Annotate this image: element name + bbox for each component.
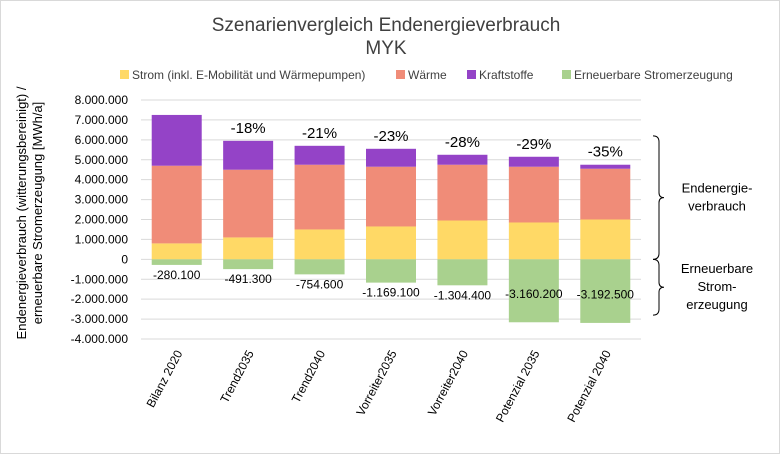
bar-segment [437,164,488,221]
bar-segment [294,229,345,260]
bar-segment [366,166,416,227]
legend-swatch [467,70,476,79]
bar-segment [223,237,274,260]
x-tick-label: Trend2035 [217,348,257,406]
negative-value-label: -491.300 [224,272,272,286]
bar-segment [151,165,202,244]
y-tick-label: 6.000.000 [75,133,129,147]
bar-segment-negative [151,259,202,265]
y-axis-label-line-1: Endenergieverbrauch (witterungsbereinigt… [14,86,29,339]
y-tick-label: 4.000.000 [75,173,129,187]
legend: Strom (inkl. E-Mobilität und Wärmepumpen… [120,68,733,82]
y-tick-label: 8.000.000 [75,93,129,107]
bar-segment [151,243,202,260]
bars [151,114,631,323]
bar-segment [508,166,559,223]
bar-segment [294,164,345,230]
bar-segment-negative [580,259,631,323]
y-tick-label: -3.000.000 [71,312,129,326]
y-tick-label: -4.000.000 [71,332,129,346]
bar-segment [580,164,631,169]
legend-label: Kraftstoffe [479,68,534,82]
bar-segment [437,154,488,165]
bar-segment [223,169,274,238]
percent-label: -35% [588,144,623,161]
y-tick-label: 3.000.000 [75,193,129,207]
bar-segment [366,226,416,260]
bar-segment [151,114,202,166]
percent-label: -29% [516,136,551,153]
chart-subtitle: MYK [365,38,407,59]
bar-segment-negative [508,259,559,323]
legend-label: Wärme [408,68,447,82]
percent-label: -18% [231,120,266,137]
legend-swatch [120,70,129,79]
negative-value-label: -3.160.200 [505,287,563,301]
brace [652,258,665,316]
bar-segment [366,148,416,167]
percent-label: -23% [373,128,408,145]
legend-swatch [396,70,405,79]
annotation-label: verbrauch [688,199,746,214]
negative-value-label: -280.100 [153,268,201,282]
annotation-label: Erneuerbare [681,261,753,276]
y-axis-label-line-2: erneuerbare Stromerzeugung [MWh/a] [30,102,45,325]
annotation-label: erzeugung [686,297,747,312]
y-tick-label: 7.000.000 [75,113,129,127]
x-axis-ticks: Bilanz 2020 Trend2035 Trend2040 Vorreiter20… [144,348,615,425]
bar-segment-negative [437,259,488,286]
brace [652,135,665,260]
annotation-label: Endenergie- [682,181,753,196]
chart-title: Szenarienvergleich Endenergieverbrauch [212,15,561,36]
y-tick-label: 0 [121,252,128,266]
bar-segment [294,145,345,165]
x-tick-label: Bilanz 2020 [144,348,186,410]
x-tick-label: Vorreiter2040 [425,348,471,418]
y-axis-ticks: 8.000.000 7.000.000 6.000.000 5.000.000 4.00… [71,93,129,346]
bar-segment [580,168,631,220]
bar-segment-negative [223,259,274,270]
annotation-label: Strom- [698,279,737,294]
x-tick-label: Vorreiter2035 [353,348,399,418]
negative-value-label: -1.304.400 [434,288,492,302]
legend-label: Strom (inkl. E-Mobilität und Wärmepumpen… [132,68,365,82]
bar-segment [437,220,488,260]
data-labels: -280.100 -18% -491.300 -21% -754.600 -23% -1.1… [153,120,634,302]
y-tick-label: 1.000.000 [75,232,129,246]
percent-label: -28% [445,134,480,151]
y-tick-label: -2.000.000 [71,292,129,306]
y-tick-label: 5.000.000 [75,153,129,167]
bar-segment-negative [294,259,345,275]
legend-label: Erneuerbare Stromerzeugung [574,68,733,82]
bar-segment [580,219,631,260]
negative-value-label: -3.192.500 [577,287,635,301]
bar-segment [508,222,559,260]
y-tick-label: 2.000.000 [75,213,129,227]
x-tick-label: Potenzial 2035 [493,348,543,425]
x-tick-label: Trend2040 [289,348,329,406]
legend-swatch [562,70,571,79]
bar-segment [508,156,559,167]
negative-value-label: -1.169.100 [362,286,420,300]
annotations: Endenergie-verbrauch Erneuerbare Strom-erz… [652,135,753,316]
bar-segment [223,140,274,170]
bar-segment-negative [366,259,416,283]
percent-label: -21% [302,125,337,142]
y-tick-label: -1.000.000 [71,272,129,286]
negative-value-label: -754.600 [296,277,344,291]
x-tick-label: Potenzial 2040 [564,348,614,425]
